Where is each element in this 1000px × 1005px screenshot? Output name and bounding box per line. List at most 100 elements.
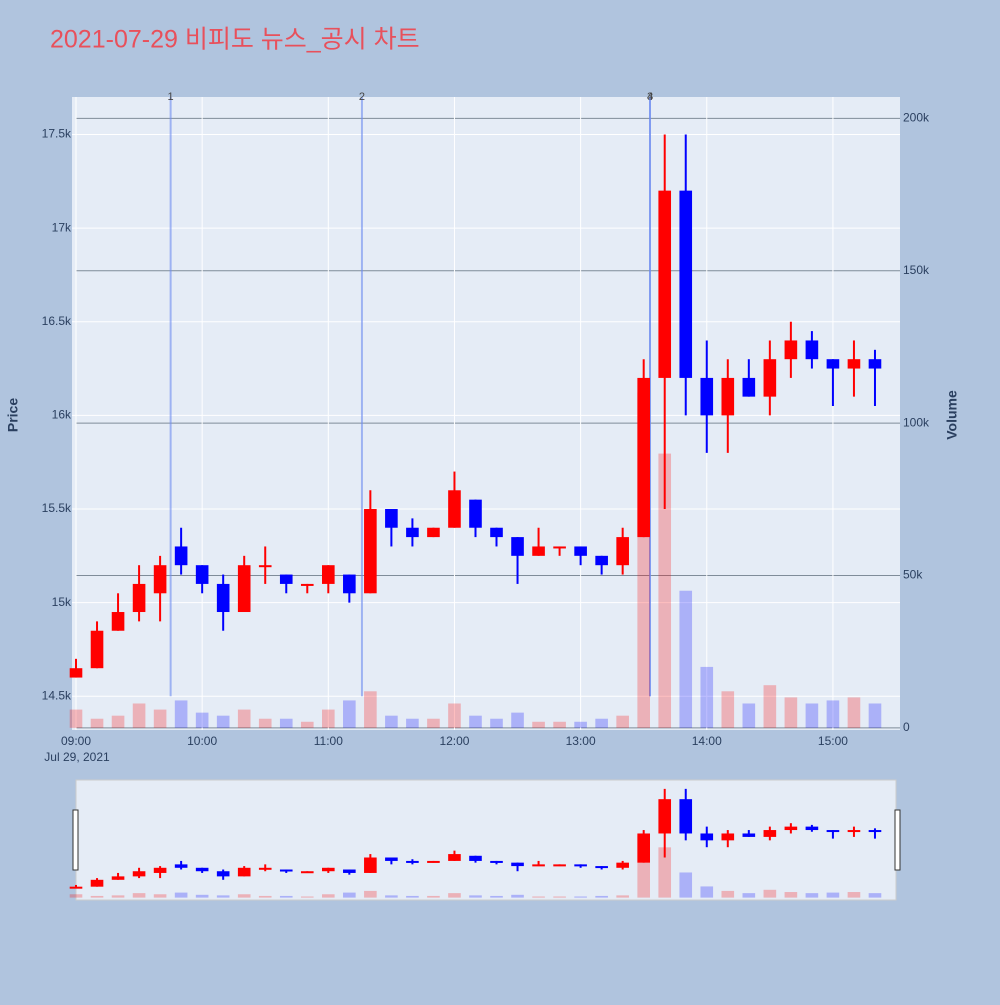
slider-candle-body (69, 886, 83, 889)
slider-candle-volume (69, 894, 83, 898)
slider-candle-volume (111, 895, 125, 898)
slider-candle-body (385, 857, 398, 861)
candle-body (532, 546, 545, 556)
y2-tick-label: 100k (903, 415, 930, 429)
y-tick-label: 16k (52, 408, 72, 422)
slider-candle-body (343, 869, 356, 873)
candle-body (216, 583, 230, 613)
slider-candle-body (448, 854, 461, 861)
candle-volume (616, 715, 629, 728)
slider-candle-volume (279, 895, 293, 898)
candle-body (658, 190, 672, 378)
slider-candle-volume (511, 894, 524, 898)
candle-volume (805, 703, 819, 728)
slider-candle-body (111, 876, 125, 880)
slider-candle-body (174, 864, 188, 868)
y-tick-label: 14.5k (42, 688, 72, 702)
plot-area (72, 97, 900, 730)
slider-candle-body (490, 860, 503, 863)
x-date-label: Jul 29, 2021 (44, 750, 110, 764)
candle-volume (532, 721, 545, 728)
candle-volume (132, 703, 146, 728)
range-handle-right[interactable] (894, 809, 901, 871)
candle-body (490, 527, 503, 538)
x-tick-label: 13:00 (566, 734, 596, 748)
slider-candle-body (763, 830, 777, 837)
slider-candle-volume (427, 895, 440, 898)
candle-volume (279, 718, 293, 728)
slider-candle-volume (574, 896, 587, 898)
slider-candle-body (427, 860, 440, 863)
y-tick-label: 17k (52, 220, 72, 234)
candle-body (763, 359, 777, 397)
candle-volume (763, 685, 777, 728)
candle-volume (679, 590, 693, 728)
candle-volume (448, 703, 461, 728)
slider-candle-body (868, 830, 882, 833)
slider-candle-volume (679, 872, 693, 898)
candle-body (69, 668, 83, 678)
candle-volume (658, 453, 672, 728)
slider-candle-volume (553, 896, 566, 898)
candle-body (784, 340, 798, 360)
slider-candle-body (90, 879, 104, 887)
slider-candle-body (469, 855, 482, 861)
slider-candle-body (679, 799, 693, 834)
candle-volume (847, 697, 861, 728)
slider-candle-volume (343, 892, 356, 898)
slider-candle-body (279, 869, 293, 872)
slider-candle-body (322, 867, 335, 872)
candle-body (847, 359, 861, 369)
y2-tick-label: 0 (903, 720, 910, 734)
slider-candle-body (784, 826, 798, 831)
candle-body (385, 509, 398, 528)
slider-candle-body (511, 862, 524, 867)
range-handle-left[interactable] (72, 809, 79, 871)
candle-volume (237, 709, 251, 728)
slider-candle-body (406, 860, 419, 863)
slider-candle-volume (700, 886, 714, 898)
candle-volume (595, 718, 608, 728)
x-tick-label: 12:00 (439, 734, 469, 748)
slider-candle-volume (826, 892, 840, 898)
candle-volume (174, 700, 188, 728)
slider-candle-body (574, 864, 587, 867)
candle-body (279, 574, 293, 584)
slider-candle-body (216, 871, 230, 877)
slider-candle-body (364, 857, 377, 873)
slider-candle-volume (658, 847, 672, 898)
candle-volume (216, 715, 230, 728)
slider-candle-body (532, 864, 545, 867)
candle-volume (868, 703, 882, 728)
candle-volume (153, 709, 167, 728)
candle-volume (322, 709, 335, 728)
slider-candle-volume (406, 895, 419, 898)
x-tick-label: 14:00 (692, 734, 722, 748)
candle-body (132, 583, 146, 613)
x-tick-label: 09:00 (61, 734, 91, 748)
y-tick-label: 15.5k (42, 501, 72, 515)
y-axis-title: Price (5, 398, 21, 432)
range-slider[interactable] (75, 779, 897, 901)
slider-candle-volume (300, 896, 314, 898)
y2-tick-label: 50k (903, 568, 923, 582)
candle-volume (69, 709, 83, 728)
candle-body (469, 499, 482, 528)
candle-body (637, 377, 650, 538)
candle-body (427, 527, 440, 538)
candle-body (595, 555, 608, 566)
slider-candle-body (826, 830, 840, 833)
slider-candle-volume (90, 895, 104, 898)
candle-volume (784, 697, 798, 728)
slider-candle-volume (132, 893, 146, 898)
slider-candle-volume (469, 895, 482, 898)
candle-body (868, 359, 882, 369)
candle-body (679, 190, 693, 378)
slider-candle-body (847, 830, 861, 833)
y-tick-label: 16.5k (42, 314, 72, 328)
candle-body (448, 490, 461, 528)
slider-candle-volume (763, 889, 777, 898)
slider-candle-volume (258, 895, 272, 898)
x-tick-label: 15:00 (818, 734, 848, 748)
